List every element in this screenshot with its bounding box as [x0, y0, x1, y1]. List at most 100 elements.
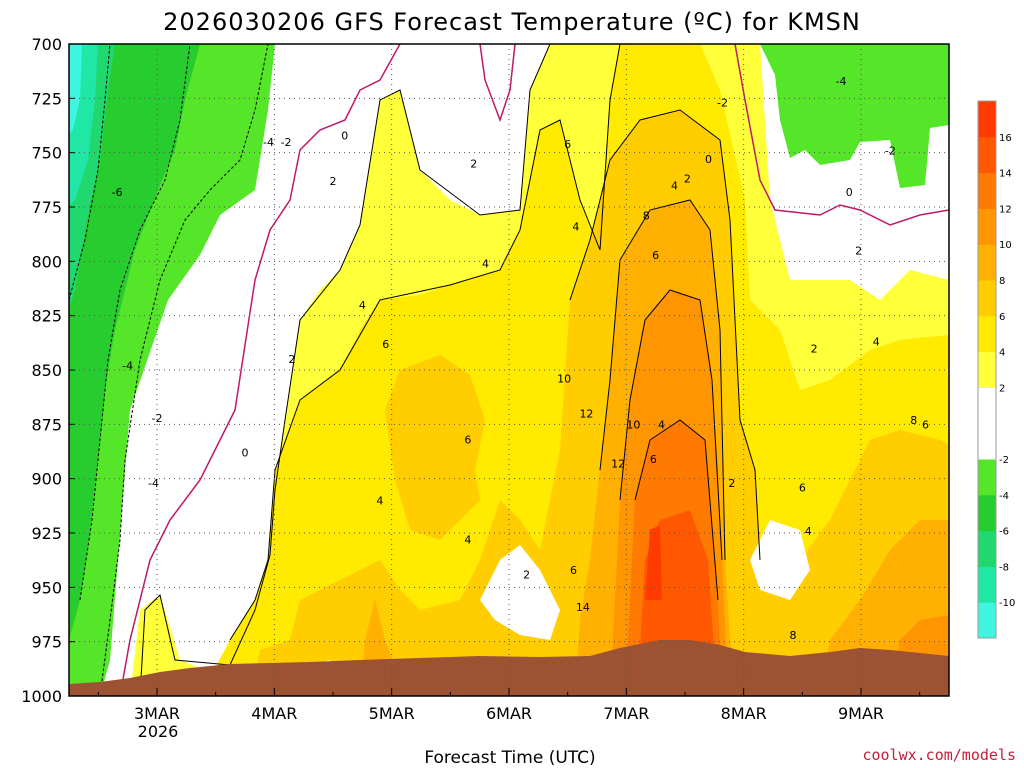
contour-label: 4 [873, 336, 880, 349]
contour-label: 12 [579, 407, 593, 420]
colorbar-tick-label: -4 [999, 491, 1009, 502]
y-tick-label: 900 [31, 470, 62, 489]
colorbar: -10 -8 -6 -4 -2 2 4 6 8 10 12 14 16 [977, 100, 1015, 639]
x-tick-label: 5MAR [369, 704, 415, 723]
contour-label: -2 [717, 97, 728, 110]
contour-label: 6 [382, 338, 389, 351]
contour-label: 2 [523, 568, 530, 581]
contour-label: 6 [922, 418, 929, 431]
isotherm-zero-top [479, 44, 516, 123]
contour-label: 6 [564, 138, 571, 151]
contour-label: 10 [626, 418, 640, 431]
colorbar-tick-label: 12 [999, 204, 1012, 215]
colorbar-tick-label: 2 [999, 383, 1005, 394]
contour-label: 6 [570, 564, 577, 577]
colorbar-segment [978, 208, 996, 245]
colorbar-segment [978, 566, 996, 603]
y-tick-label: 1000 [21, 687, 62, 706]
isotherm-4 [229, 44, 621, 641]
contour-label: 2 [684, 173, 691, 186]
x-axis: 3MAR 4MAR 5MAR 6MAR 7MAR 8MAR 9MAR [97, 688, 921, 723]
colorbar-frame [977, 100, 997, 639]
contour-label: 2 [811, 342, 818, 355]
cold-region-m10 [69, 44, 82, 135]
y-tick-label: 700 [31, 35, 62, 54]
contour-label: -4 [836, 75, 847, 88]
colorbar-segment [978, 530, 996, 567]
contour-label: 2 [288, 353, 295, 366]
contour-label: -2 [152, 412, 163, 425]
isotherm-m6 [69, 44, 111, 301]
contour-label: -4 [263, 136, 274, 149]
cold-region-m4 [69, 44, 200, 640]
y-axis: 700 725 750 775 800 825 850 875 900 925 950 975 1000 [21, 35, 75, 706]
contour-label: 12 [611, 457, 625, 470]
colorbar-tick-label: -8 [999, 562, 1009, 573]
colorbar-tick-label: 4 [999, 348, 1005, 359]
y-tick-label: 975 [31, 633, 62, 652]
x-tick-label: 7MAR [603, 704, 649, 723]
contour-label: 6 [652, 249, 659, 262]
contour-label: 2 [855, 244, 862, 257]
colorbar-segment [978, 101, 996, 138]
colorbar-tick-label: 10 [999, 240, 1012, 251]
cold-region-upper-right [760, 44, 949, 188]
colorbar-tick-label: 6 [999, 312, 1005, 323]
warm-region-16 [645, 525, 662, 600]
y-tick-label: 875 [31, 415, 62, 434]
colorbar-segment [978, 280, 996, 317]
colorbar-segment [978, 459, 996, 496]
contour-label: 4 [376, 494, 383, 507]
contour-label: 0 [705, 153, 712, 166]
y-tick-label: 750 [31, 144, 62, 163]
contour-label: 6 [650, 453, 657, 466]
contour-label: 4 [482, 258, 489, 271]
pocket-above-2 [480, 545, 560, 640]
colorbar-segment [978, 244, 996, 281]
colorbar-tick-label: -2 [999, 455, 1009, 466]
grid-lines [69, 44, 949, 696]
contour-label: 4 [658, 418, 665, 431]
warm-region-6-left-cell [385, 355, 485, 540]
contour-label: 2 [470, 158, 477, 171]
contour-label: 0 [242, 447, 249, 460]
contour-label: 8 [643, 210, 650, 223]
x-tick-label: 6MAR [486, 704, 532, 723]
x-year-label: 2026 [138, 722, 179, 741]
contour-label: 4 [359, 299, 366, 312]
contour-label: 10 [557, 373, 571, 386]
colorbar-tick-label: -10 [999, 598, 1015, 609]
contour-label: 4 [671, 179, 678, 192]
colorbar-segment [978, 172, 996, 209]
colorbar-tick-label: 14 [999, 169, 1012, 180]
colorbar-segment [978, 602, 996, 639]
y-tick-label: 725 [31, 89, 62, 108]
ground-terrain [69, 640, 949, 696]
colorbar-segment [978, 351, 996, 388]
contour-label: 4 [572, 221, 579, 234]
contour-label: 6 [799, 481, 806, 494]
warm-region-6 [250, 110, 949, 696]
chart-title: 2026030206 GFS Forecast Temperature (ºC)… [163, 8, 861, 36]
y-tick-label: 925 [31, 524, 62, 543]
isotherm-2 [139, 44, 551, 696]
contour-label: 0 [341, 129, 348, 142]
colorbar-segment [978, 423, 996, 460]
isotherm-6 [569, 109, 761, 561]
colorbar-segment [978, 387, 996, 424]
isotherm-zero [119, 44, 401, 696]
contour-label: 0 [846, 186, 853, 199]
isotherm-12 [634, 419, 719, 601]
isotherm-zero-right [734, 44, 949, 226]
contour-label: -2 [885, 144, 896, 157]
contour-label: -4 [122, 360, 133, 373]
colorbar-segment [978, 136, 996, 174]
contour-label: 14 [576, 601, 590, 614]
x-tick-label: 8MAR [721, 704, 767, 723]
contour-label: 6 [464, 434, 471, 447]
y-tick-label: 850 [31, 361, 62, 380]
contour-label: -2 [281, 136, 292, 149]
y-tick-label: 825 [31, 307, 62, 326]
